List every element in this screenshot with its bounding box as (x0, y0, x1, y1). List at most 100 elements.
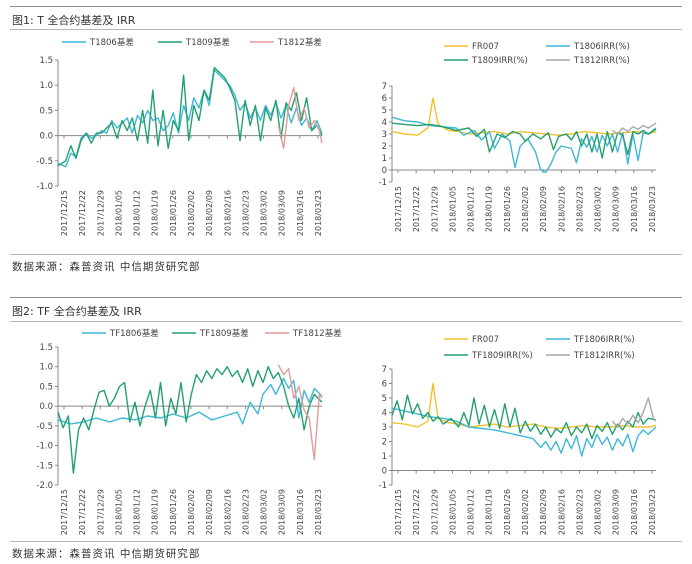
y-tick-label: 1.5 (39, 343, 53, 353)
series-line-1 (391, 382, 657, 430)
x-tick-label: 2018/01/19 (151, 489, 160, 535)
chart-tf-irr: -1 0 1 2 3 4 5 6 7 2017/12/15 2017/12/22 2017/12/29… (379, 335, 657, 535)
y-tick-label: 3 (382, 423, 387, 433)
y-tick-label: -1.0 (36, 442, 53, 452)
x-tick-label: 2018/01/26 (503, 186, 512, 232)
x-tick-label: 2018/02/16 (557, 489, 566, 535)
x-tick-label: 2017/12/15 (60, 489, 69, 535)
legend-label: T1806IRR(%) (573, 42, 630, 52)
x-tick-label: 2018/02/09 (539, 489, 548, 535)
x-tick-label: 2018/03/02 (260, 190, 269, 236)
y-tick-label: -0.5 (36, 157, 53, 167)
y-tick-label: -1 (379, 481, 387, 491)
legend-label: T1812IRR(%) (573, 56, 630, 66)
top-rule (10, 6, 682, 7)
y-tick-label: 1.5 (39, 56, 53, 66)
figure2-top-rule (10, 297, 682, 298)
x-tick-label: 2018/03/16 (296, 190, 305, 236)
figure1-title-rule (10, 29, 682, 30)
x-tick-label: 2018/03/23 (648, 489, 657, 535)
legend-label: TF1812基差 (292, 328, 342, 339)
x-tick-label: 2017/12/22 (412, 186, 421, 232)
chart-t-irr: -1 0 1 2 3 4 5 6 7 2017/12/15 2017/12/22 2017/12/29… (379, 42, 657, 232)
y-tick-label: 4 (382, 409, 387, 419)
x-tick-label: 2017/12/29 (430, 489, 439, 535)
x-tick-label: 2018/01/12 (467, 186, 476, 232)
x-tick-label: 2018/03/16 (296, 489, 305, 535)
x-tick-label: 2018/02/16 (223, 190, 232, 236)
series-line-2 (391, 116, 657, 174)
legend-label: T1809基差 (185, 37, 230, 48)
x-tick-label: 2018/02/16 (557, 186, 566, 232)
x-tick-label: 2018/03/09 (278, 190, 287, 236)
y-tick-label: 6 (382, 380, 387, 390)
series-line-3 (277, 87, 323, 149)
x-tick-label: 2018/03/09 (278, 489, 287, 535)
x-tick-label: 2018/02/23 (575, 186, 584, 232)
y-tick-label: 7 (382, 365, 387, 375)
x-tick-label: 2018/03/09 (612, 186, 621, 232)
x-tick-label: 2018/02/16 (223, 489, 232, 535)
x-tick-label: 2018/01/05 (114, 489, 123, 535)
x-tick-label: 2018/01/19 (485, 489, 494, 535)
legend-label: TF1809IRR(%) (471, 351, 533, 361)
series-line-1 (391, 97, 657, 136)
x-tick-label: 2018/02/02 (521, 489, 530, 535)
y-tick-label: 0.5 (39, 382, 53, 392)
legend-label: T1812基差 (277, 37, 322, 48)
x-tick-label: 2018/03/23 (314, 489, 323, 535)
y-tick-label: -1.5 (36, 461, 53, 471)
x-tick-label: 2017/12/29 (430, 186, 439, 232)
x-tick-label: 2017/12/22 (412, 489, 421, 535)
x-tick-label: 2018/01/05 (448, 489, 457, 535)
figure1-title: 图1: T 全合约基差及 IRR (12, 14, 136, 27)
x-tick-label: 2018/01/12 (133, 489, 142, 535)
x-tick-label: 2018/02/23 (241, 190, 250, 236)
legend-label: TF1812IRR(%) (573, 351, 635, 361)
x-tick-label: 2018/03/02 (260, 489, 269, 535)
series-line-4 (611, 397, 657, 428)
chart-t-basis: -1.0 -0.5 0.0 0.5 1.0 1.5 2017/12/15 2017/12/22… (36, 37, 323, 236)
legend-label: TF1806IRR(%) (573, 335, 635, 345)
x-tick-label: 2018/01/05 (448, 186, 457, 232)
series-line-2 (57, 366, 323, 474)
x-tick-label: 2018/03/23 (648, 186, 657, 232)
x-tick-label: 2018/02/09 (539, 186, 548, 232)
series-line-4 (612, 122, 657, 135)
y-tick-label: 5 (382, 394, 387, 404)
y-tick-label: 0.0 (39, 402, 53, 412)
x-tick-label: 2017/12/22 (78, 489, 87, 535)
x-tick-label: 2017/12/22 (78, 190, 87, 236)
x-tick-label: 2018/02/02 (521, 186, 530, 232)
x-tick-label: 2017/12/15 (394, 489, 403, 535)
x-tick-label: 2018/01/19 (151, 190, 160, 236)
y-tick-label: -1.0 (36, 182, 53, 192)
x-tick-label: 2018/02/23 (241, 489, 250, 535)
figure2-title-rule (10, 321, 682, 322)
x-tick-label: 2018/01/26 (503, 489, 512, 535)
y-tick-label: 3 (382, 130, 387, 140)
x-tick-label: 2018/01/19 (485, 186, 494, 232)
x-tick-label: 2018/01/26 (169, 489, 178, 535)
x-tick-label: 2018/03/09 (612, 489, 621, 535)
figure2-source: 数据来源：森普资讯 中信期货研究部 (12, 548, 201, 560)
y-tick-label: 2 (382, 438, 387, 448)
x-tick-label: 2018/02/02 (187, 489, 196, 535)
x-tick-label: 2018/03/23 (314, 190, 323, 236)
x-tick-label: 2018/02/23 (575, 489, 584, 535)
legend-label: T1806基差 (89, 37, 134, 48)
y-tick-label: 6 (382, 94, 387, 104)
y-tick-label: -2.0 (36, 481, 53, 491)
x-tick-label: 2018/01/12 (467, 489, 476, 535)
y-tick-label: 1.0 (39, 81, 53, 91)
figure1-source: 数据来源：森普资讯 中信期货研究部 (12, 261, 201, 273)
series-line-1 (57, 69, 323, 168)
series-line-3 (391, 122, 657, 159)
y-tick-label: 0 (382, 166, 387, 176)
x-tick-label: 2018/03/02 (594, 186, 603, 232)
x-tick-label: 2017/12/29 (96, 489, 105, 535)
x-tick-label: 2017/12/15 (60, 190, 69, 236)
x-tick-label: 2018/01/05 (114, 190, 123, 236)
y-tick-label: 0.0 (39, 132, 53, 142)
legend-label: FR007 (472, 42, 499, 52)
